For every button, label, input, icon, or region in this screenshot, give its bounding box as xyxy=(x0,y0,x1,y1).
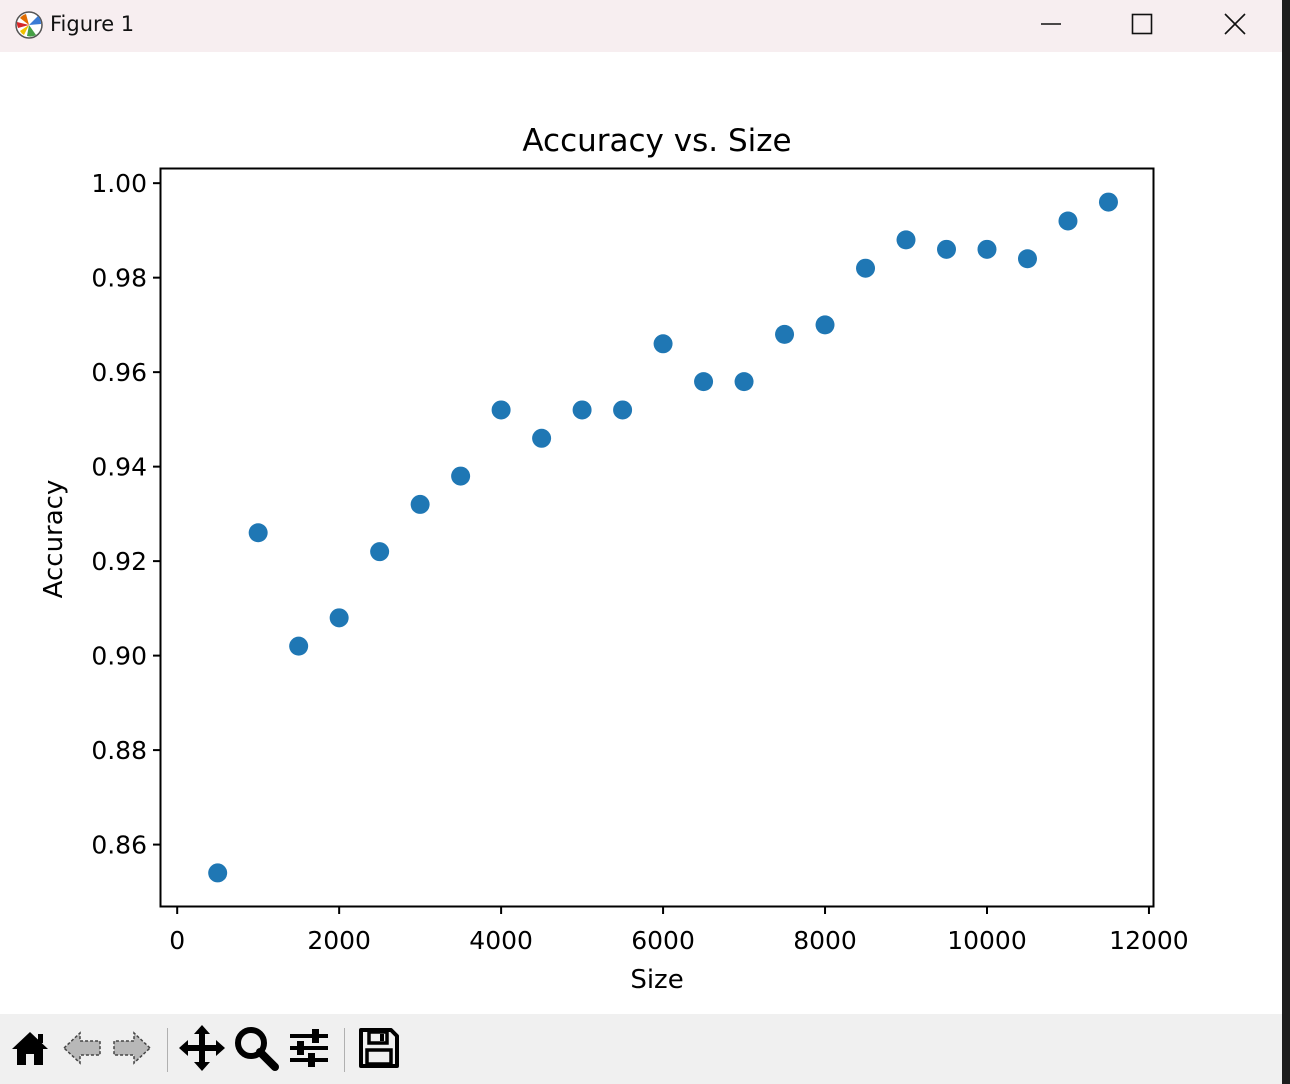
zoom-button[interactable] xyxy=(232,1024,280,1072)
y-tick-label: 0.94 xyxy=(91,453,147,482)
matplotlib-logo-icon xyxy=(15,11,43,39)
background-editor-edge xyxy=(1283,0,1290,1084)
x-tick-label: 0 xyxy=(169,926,185,955)
data-point xyxy=(775,324,795,344)
navigation-toolbar xyxy=(0,1014,1282,1084)
data-point xyxy=(1017,249,1037,269)
x-tick-label: 6000 xyxy=(631,926,695,955)
data-point xyxy=(532,428,552,448)
y-tick-label: 0.90 xyxy=(91,642,147,671)
data-point xyxy=(491,400,511,420)
data-point xyxy=(572,400,592,420)
data-point xyxy=(410,494,430,514)
y-axis: 0.86 0.88 0.90 0.92 0.94 0.96 0.98 1.00 xyxy=(91,169,161,860)
x-tick-label: 12000 xyxy=(1109,926,1189,955)
data-points xyxy=(208,192,1118,883)
data-point xyxy=(451,466,471,486)
data-point xyxy=(937,239,957,259)
data-point xyxy=(815,315,835,335)
data-point xyxy=(289,636,309,656)
zoom-icon xyxy=(235,1027,279,1071)
figure-canvas[interactable]: Accuracy vs. Size 0.86 0.88 0.90 0.92 0.94 0.… xyxy=(0,52,1282,1014)
x-tick-label: 2000 xyxy=(307,926,371,955)
y-axis-label: Accuracy xyxy=(39,480,69,599)
x-axis: 0 2000 4000 6000 8000 10000 12000 xyxy=(169,906,1189,955)
y-tick-label: 0.92 xyxy=(91,547,147,576)
home-button[interactable] xyxy=(6,1024,54,1072)
x-axis-label: Size xyxy=(630,965,683,995)
minimize-button[interactable] xyxy=(1005,0,1097,48)
forward-button[interactable] xyxy=(108,1024,156,1072)
plot-frame xyxy=(159,167,1155,908)
pan-icon xyxy=(179,1025,225,1071)
y-tick-label: 0.98 xyxy=(91,264,147,293)
data-point xyxy=(856,258,876,278)
data-point xyxy=(977,239,997,259)
home-icon xyxy=(12,1032,48,1065)
minimize-icon xyxy=(1041,23,1061,25)
data-point xyxy=(1098,192,1118,212)
back-button[interactable] xyxy=(58,1024,106,1072)
y-tick-label: 0.86 xyxy=(91,831,147,860)
configure-subplots-button[interactable] xyxy=(285,1024,333,1072)
save-button[interactable] xyxy=(355,1024,403,1072)
scatter-chart: Accuracy vs. Size 0.860.880.900.920.940.… xyxy=(39,123,1189,995)
maximize-button[interactable] xyxy=(1096,0,1188,48)
close-button[interactable] xyxy=(1189,0,1281,48)
data-point xyxy=(329,608,349,628)
maximize-icon xyxy=(1131,13,1153,35)
data-point xyxy=(613,400,633,420)
data-point xyxy=(734,372,754,392)
toolbar-separator xyxy=(167,1028,168,1072)
data-point xyxy=(208,863,228,883)
x-tick-label: 4000 xyxy=(469,926,533,955)
back-arrow-icon xyxy=(62,1031,101,1065)
data-point xyxy=(694,372,714,392)
data-point xyxy=(1058,211,1078,231)
data-point xyxy=(653,334,673,354)
title-bar[interactable]: Figure 1 xyxy=(0,0,1282,52)
configure-subplots-icon xyxy=(290,1029,328,1067)
forward-arrow-icon xyxy=(113,1031,152,1065)
x-tick-label: 10000 xyxy=(947,926,1027,955)
data-point xyxy=(370,542,390,562)
data-point xyxy=(248,523,268,543)
chart-title: Accuracy vs. Size xyxy=(522,123,791,159)
y-tick-label: 1.00 xyxy=(91,169,147,198)
window-title: Figure 1 xyxy=(50,12,135,36)
data-point xyxy=(896,230,916,250)
close-icon xyxy=(1224,13,1246,35)
y-tick-label: 0.96 xyxy=(91,358,147,387)
x-tick-label: 8000 xyxy=(793,926,857,955)
save-icon xyxy=(359,1028,399,1068)
pan-button[interactable] xyxy=(178,1024,226,1072)
toolbar-separator xyxy=(344,1028,345,1072)
y-tick-label: 0.88 xyxy=(91,736,147,765)
